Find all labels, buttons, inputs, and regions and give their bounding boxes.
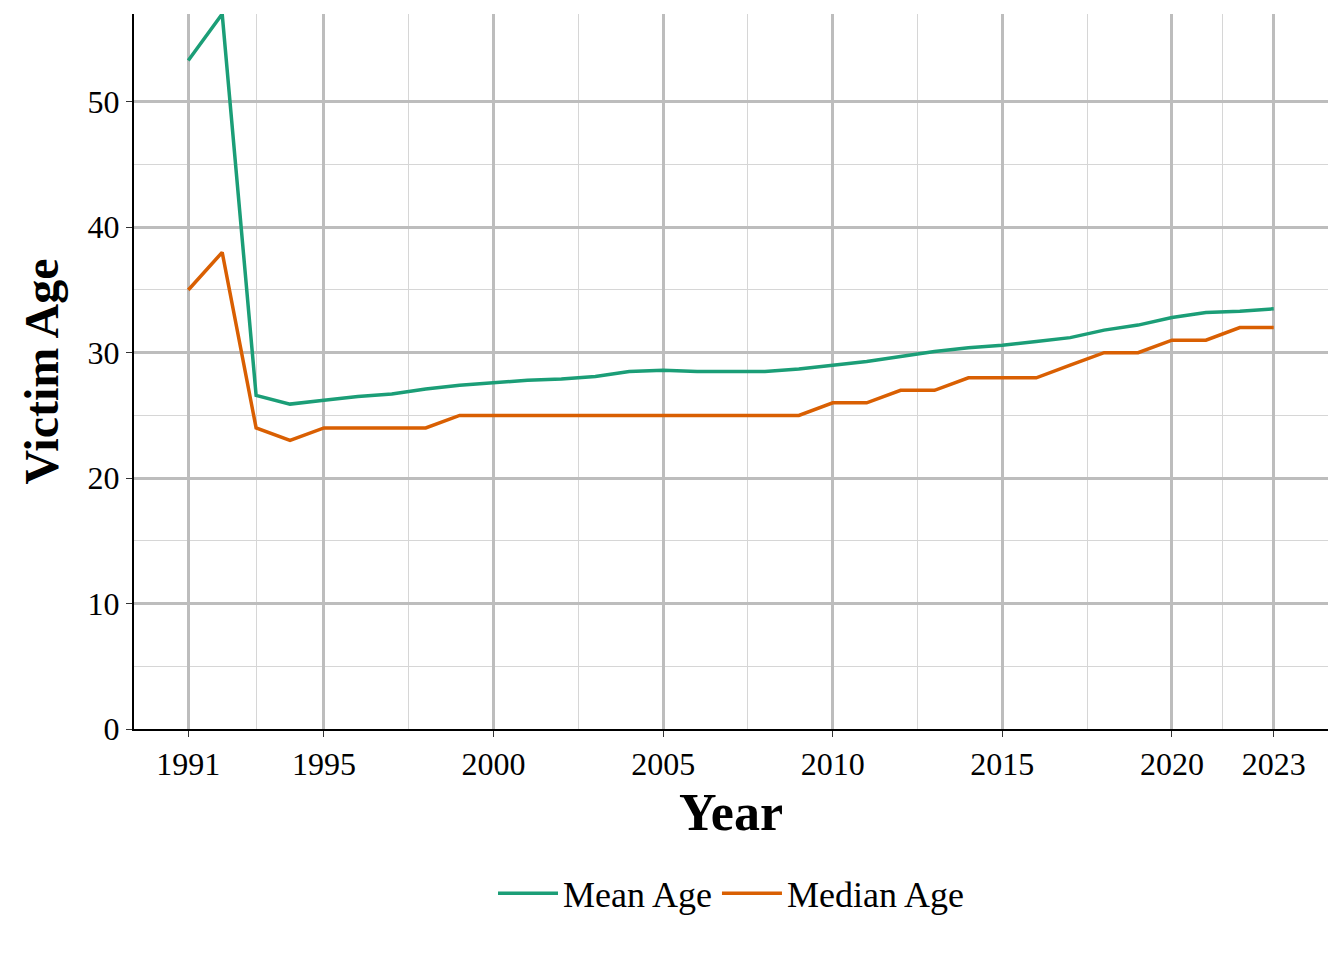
svg-text:10: 10 xyxy=(88,586,120,622)
svg-text:2000: 2000 xyxy=(462,746,526,782)
svg-text:0: 0 xyxy=(104,711,120,747)
svg-text:2020: 2020 xyxy=(1140,746,1204,782)
svg-text:40: 40 xyxy=(88,209,120,245)
svg-text:Median Age: Median Age xyxy=(787,875,964,915)
svg-text:20: 20 xyxy=(88,460,120,496)
svg-text:Year: Year xyxy=(679,784,783,841)
svg-text:50: 50 xyxy=(88,84,120,120)
svg-text:2010: 2010 xyxy=(801,746,865,782)
svg-text:30: 30 xyxy=(88,335,120,371)
svg-text:1991: 1991 xyxy=(156,746,220,782)
svg-text:Victim Age: Victim Age xyxy=(15,258,68,484)
svg-text:2023: 2023 xyxy=(1242,746,1306,782)
svg-text:2005: 2005 xyxy=(631,746,695,782)
svg-text:Mean Age: Mean Age xyxy=(563,875,712,915)
svg-text:1995: 1995 xyxy=(292,746,356,782)
svg-text:2015: 2015 xyxy=(970,746,1034,782)
